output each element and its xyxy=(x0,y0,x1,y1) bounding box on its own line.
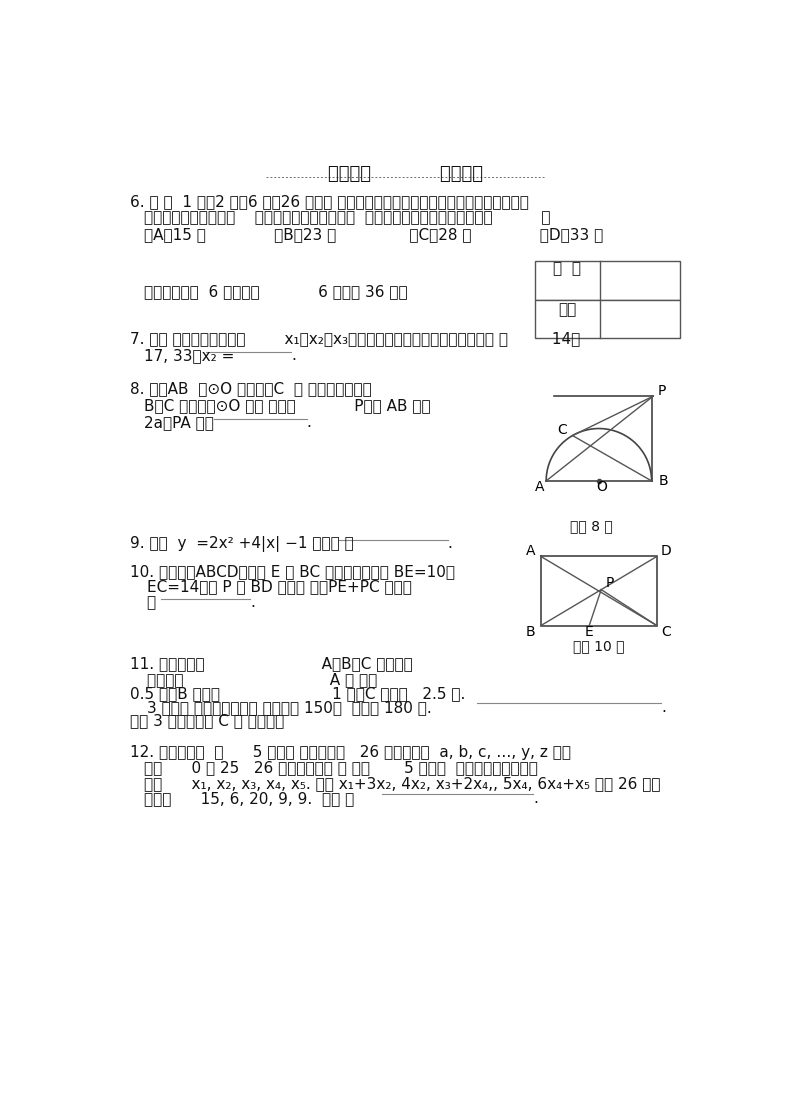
Text: 17, 33，x₂ =: 17, 33，x₂ = xyxy=(144,348,249,364)
Text: （第 10 ）: （第 10 ） xyxy=(573,638,625,653)
Text: 8. 如，AB  半⊙O 的直径，C  半 弧的三等分点，: 8. 如，AB 半⊙O 的直径，C 半 弧的三等分点， xyxy=(130,381,371,395)
Text: 2a，PA 的是: 2a，PA 的是 xyxy=(144,414,228,430)
Text: E: E xyxy=(584,625,593,640)
Text: 二、填空（共  6 小、每小            6 分，分 36 分）: 二、填空（共 6 小、每小 6 分，分 36 分） xyxy=(144,284,408,299)
Text: .: . xyxy=(661,700,666,716)
Text: 10. 在正方形ABCD中，点 E 是 BC 上的一定点，且 BE=10，: 10. 在正方形ABCD中，点 E 是 BC 上的一定点，且 BE=10， xyxy=(130,564,455,579)
Text: P: P xyxy=(606,576,615,589)
Text: 依次      0 到 25   26 个整数，那么 个 中的       5 个字母  的整数按从左到右的: 依次 0 到 25 26 个整数，那么 个 中的 5 个字母 的整数按从左到右的 xyxy=(144,760,538,775)
Text: B: B xyxy=(526,625,535,640)
Text: 是: 是 xyxy=(147,595,161,610)
Text: 商店 3 月份售出的 C 种 卡至少有: 商店 3 月份售出的 C 种 卡至少有 xyxy=(130,713,284,728)
Bar xyxy=(535,300,680,338)
Text: 登人: 登人 xyxy=(558,302,577,317)
Text: .: . xyxy=(307,414,311,430)
Text: .: . xyxy=(533,791,538,806)
Text: O: O xyxy=(596,479,607,494)
Text: 天平两端均可放置法，    那么可以称出的不同克数  （正整数的重物）的种数共有（          ）: 天平两端均可放置法， 那么可以称出的不同克数 （正整数的重物）的种数共有（ ） xyxy=(144,209,550,225)
Text: .: . xyxy=(291,348,296,364)
Text: C: C xyxy=(557,423,566,437)
Text: 卡，已知                              A 种 卡每: 卡，已知 A 种 卡每 xyxy=(147,672,377,687)
Text: （第 8 ）: （第 8 ） xyxy=(569,520,612,533)
Text: （A）15 种              （B）23 种               （C）28 种              （D）33 种: （A）15 种 （B）23 种 （C）28 种 （D）33 种 xyxy=(144,226,604,242)
Text: C: C xyxy=(661,625,671,640)
Text: P: P xyxy=(658,384,666,398)
Text: 得  分: 得 分 xyxy=(553,262,581,277)
Text: B: B xyxy=(659,474,668,487)
Text: 3 月份的 情况如下：三种 卡共售出 150，  收入合 180 元.: 3 月份的 情况如下：三种 卡共售出 150， 收入合 180 元. xyxy=(147,700,432,716)
Text: A: A xyxy=(535,479,545,494)
Text: A: A xyxy=(526,544,535,558)
Text: 0.5 元，B 种卡每                       1 元，C 种卡每   2.5 元.: 0.5 元，B 种卡每 1 元，C 种卡每 2.5 元. xyxy=(130,685,466,701)
Text: D: D xyxy=(661,544,672,558)
Text: 9. 函数  y  =2x² +4|x| −1 的最小 是: 9. 函数 y =2x² +4|x| −1 的最小 是 xyxy=(130,536,368,552)
Text: 11. 某商店出售                        A、B、C 三种生日: 11. 某商店出售 A、B、C 三种生日 xyxy=(130,656,413,672)
Text: 的余数      15, 6, 20, 9, 9.  英文 是: 的余数 15, 6, 20, 9, 9. 英文 是 xyxy=(144,791,369,806)
Text: 学习必备            欢迎下载: 学习必备 欢迎下载 xyxy=(329,166,483,184)
Bar xyxy=(535,261,680,300)
Text: B、C 两点的半⊙O 的切 交于点            P，若 AB 的是: B、C 两点的半⊙O 的切 交于点 P，若 AB 的是 xyxy=(144,398,431,413)
Text: 序分      x₁, x₂, x₃, x₄, x₅. 已知 x₁+3x₂, 4x₂, x₃+2x₄,, 5x₄, 6x₄+x₅ 除以 26 所得: 序分 x₁, x₂, x₃, x₄, x₅. 已知 x₁+3x₂, 4x₂, x… xyxy=(144,776,661,791)
Text: 6. 用 有  1 克、2 克、6 克、26 克的法 各一个，在一架无刻度的天平上称量重物，如果: 6. 用 有 1 克、2 克、6 克、26 克的法 各一个，在一架无刻度的天平上… xyxy=(130,195,529,209)
Text: .: . xyxy=(447,536,452,551)
Text: EC=14，点 P 是 BD 上的一 点，PE+PC 的最小: EC=14，点 P 是 BD 上的一 点，PE+PC 的最小 xyxy=(147,579,412,595)
Text: 12. 有一个英文  由      5 个字母 成，如果将   26 个英文字母  a, b, c, …, y, z 按序: 12. 有一个英文 由 5 个字母 成，如果将 26 个英文字母 a, b, c… xyxy=(130,745,571,760)
Text: .: . xyxy=(250,595,255,610)
Text: 7. 三个 数按从小到大排列        x₁，x₂，x₃，把其中每两个数作和得到三个数分 是         14，: 7. 三个 数按从小到大排列 x₁，x₂，x₃，把其中每两个数作和得到三个数分 … xyxy=(130,330,581,346)
